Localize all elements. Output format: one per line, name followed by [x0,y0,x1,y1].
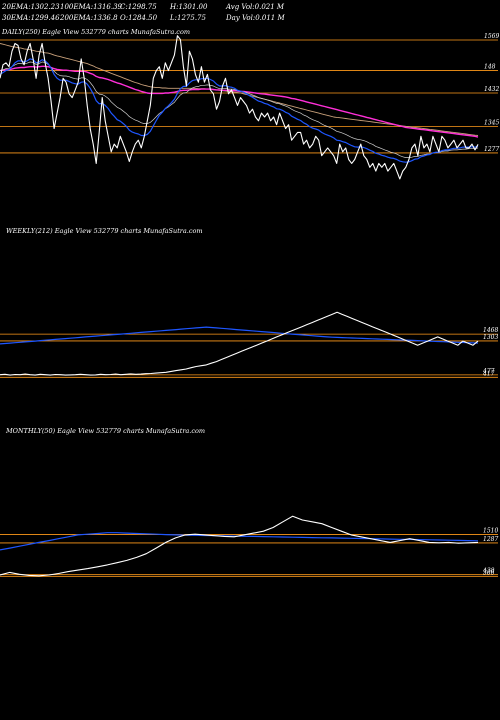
daily-panel: 1569 148 1432 1345 1277 [0,33,499,180]
weekly-tick-label-3: 417 [482,370,495,377]
monthly-tick-label-3: 386 [483,570,495,577]
header-ema100: 100EMA:1316.39 [60,3,123,11]
daily-tick-label-0: 1569 [484,33,499,40]
daily-tick-label-4: 1277 [484,146,499,153]
monthly-price-line [0,515,479,577]
header-ema30: 30EMA:1299.46 [2,14,60,22]
daily-tick-label-2: 1432 [484,86,499,93]
header-close: C:1298.75 [120,3,157,11]
daily-price-line [0,35,479,180]
weekly-price-line [0,311,479,376]
header-ema200: 200EMA:1336.8 [59,14,118,22]
weekly-ema20-line [0,326,479,345]
daily-tick-label-1: 148 [484,64,496,71]
header-ema20: 20EMA:1302.23 [1,3,60,11]
weekly-tick-label-1: 1303 [483,334,498,341]
header-low: L:1275.75 [169,14,207,22]
monthly-panel-title: MONTHLY(50) Eagle View 532779 charts Mun… [5,427,205,435]
header-high: H:1301.00 [169,3,208,11]
daily-ema20-line [0,58,479,163]
header-day-vol: Day Vol:0.011 M [225,14,285,22]
daily-tick-label-3: 1345 [484,120,499,127]
monthly-tick-label-2: 438 [482,568,495,575]
daily-panel-title: DAILY(250) Eagle View 532779 charts Muna… [1,28,190,36]
weekly-tick-label-2: 477 [482,368,495,375]
weekly-tick-label-0: 1468 [483,327,498,334]
header-avg-vol: Avg Vol:0.021 M [225,3,285,11]
header-open: O:1284.50 [120,14,158,22]
header-stats: 20EMA:1302.23 100EMA:1316.39 C:1298.75 H… [1,3,285,22]
weekly-panel-title: WEEKLY(212) Eagle View 532779 charts Mun… [6,227,203,235]
monthly-tick-label-1: 1287 [483,536,498,543]
monthly-tick-label-0: 1510 [483,528,498,535]
